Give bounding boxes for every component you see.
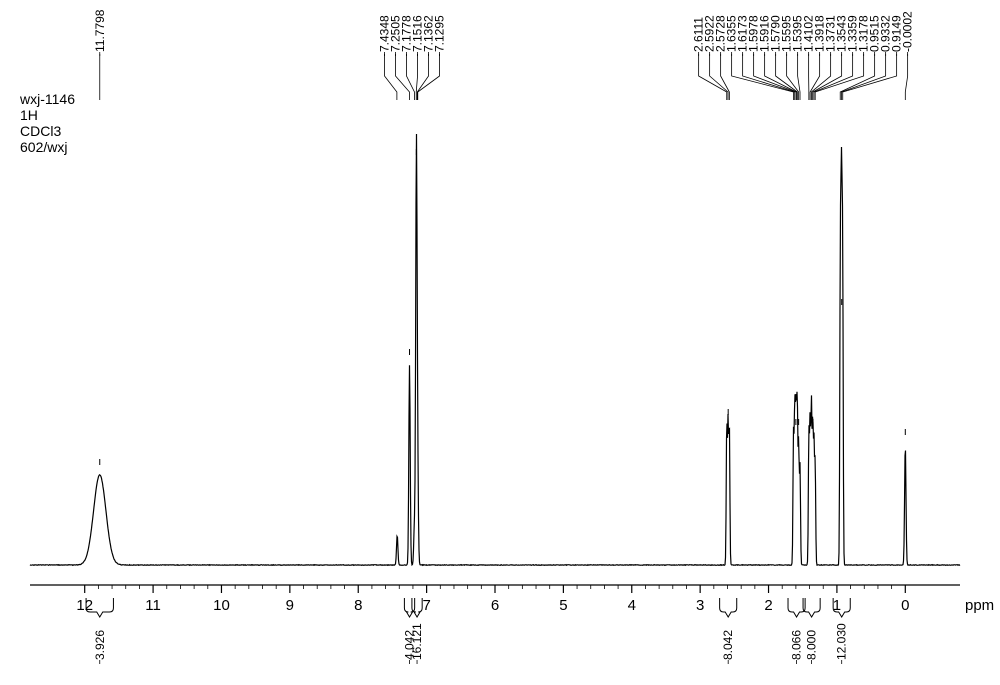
axis-tick-label: 7 bbox=[422, 597, 430, 614]
axis-tick-label: 12 bbox=[76, 597, 93, 614]
axis-tick-label: 4 bbox=[628, 597, 636, 614]
axis-tick-label: 8 bbox=[354, 597, 362, 614]
integral-value: 12.030 bbox=[835, 623, 849, 660]
nmr-spectrum: wxj-11461HCDCl3602/wxj11.77987.43487.250… bbox=[0, 0, 1000, 685]
axis-label: ppm bbox=[965, 597, 994, 614]
axis-tick-label: 9 bbox=[286, 597, 294, 614]
integral-value: 8.066 bbox=[790, 630, 804, 660]
axis-tick-label: 10 bbox=[213, 597, 230, 614]
sample-info-line: 1H bbox=[20, 107, 38, 123]
sample-info-line: CDCl3 bbox=[20, 123, 61, 139]
peak-label: 7.1295 bbox=[433, 15, 447, 52]
axis-tick-label: 11 bbox=[145, 597, 161, 614]
axis-tick-label: 5 bbox=[559, 597, 567, 614]
sample-info-line: 602/wxj bbox=[20, 139, 67, 155]
sample-info-line: wxj-1146 bbox=[19, 91, 75, 107]
peak-label: 11.7798 bbox=[93, 9, 107, 52]
integral-value: 8.042 bbox=[721, 630, 735, 660]
peak-label: -0.0002 bbox=[901, 11, 915, 52]
axis-tick-label: 2 bbox=[764, 597, 772, 614]
integral-value: 3.926 bbox=[93, 630, 107, 660]
axis-tick-label: 0 bbox=[901, 597, 909, 614]
axis-tick-label: 3 bbox=[696, 597, 704, 614]
integral-value: 16.121 bbox=[410, 623, 424, 660]
axis-tick-label: 6 bbox=[491, 597, 499, 614]
integral-value: 8.000 bbox=[805, 630, 819, 660]
plot-background bbox=[0, 0, 1000, 685]
